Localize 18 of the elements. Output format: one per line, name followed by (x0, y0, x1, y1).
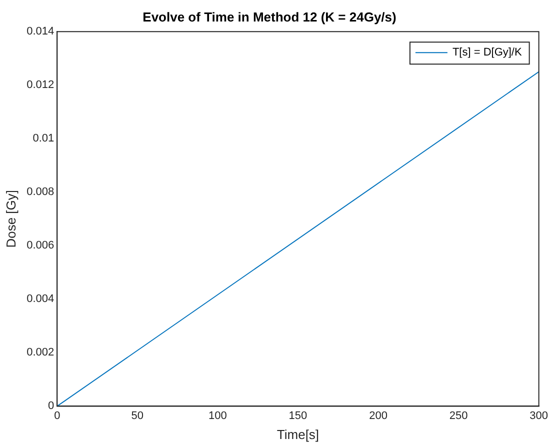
x-tick-label: 50 (131, 410, 144, 422)
y-tick-label: 0.01 (32, 132, 54, 145)
y-tick-label: 0.006 (26, 240, 54, 252)
x-tick-label: 200 (369, 410, 388, 422)
y-tick-label: 0.002 (26, 346, 54, 359)
x-tick-label: 100 (208, 410, 227, 422)
y-tick-label: 0 (48, 400, 54, 412)
x-tick-label: 150 (288, 410, 308, 422)
x-tick-label: 300 (530, 410, 548, 422)
legend-label: T[s] = D[Gy]/K (452, 46, 522, 59)
y-tick-label: 0.012 (26, 79, 54, 92)
x-axis-title: Time[s] (276, 426, 320, 442)
y-axis-title: Dose [Gy] (3, 190, 18, 248)
x-tick-label: 250 (449, 410, 468, 422)
y-tick-label: 0.004 (26, 293, 54, 306)
chart-title: Evolve of Time in Method 12 (K = 24Gy/s) (142, 9, 396, 24)
y-tick-label: 0.008 (26, 186, 54, 198)
y-tick-label: 0.014 (26, 26, 54, 38)
